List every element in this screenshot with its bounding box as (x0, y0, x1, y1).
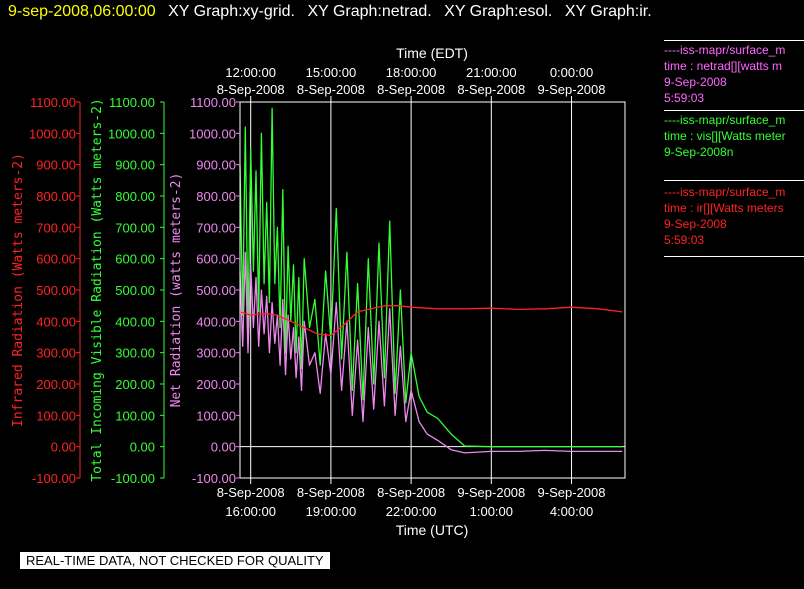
net-y-tick-label: 800.00 (196, 189, 236, 204)
net-y-tick-label: -100.00 (192, 471, 236, 486)
top-tick-label: 8-Sep-2008 (377, 82, 445, 97)
ir-y-tick-label: 300.00 (36, 346, 76, 361)
bottom-axis-title: Time (UTC) (396, 522, 469, 538)
legend-rule (664, 180, 804, 181)
vis-series-line (239, 107, 623, 448)
net-y-tick-label: 600.00 (196, 252, 236, 267)
ir-y-tick-label: 700.00 (36, 220, 76, 235)
net-y-tick-label: 700.00 (196, 220, 236, 235)
net-y-tick-label: 500.00 (196, 283, 236, 298)
legend-line: 5:59:03 (664, 233, 705, 247)
legend-line: 5:59:03 (664, 91, 705, 105)
ir-y-tick-label: 600.00 (36, 252, 76, 267)
graph-name-netrad: XY Graph:netrad. (307, 3, 432, 20)
graph-name-xy-grid: XY Graph:xy-grid. (168, 3, 295, 20)
vis-y-tick-label: 700.00 (115, 220, 155, 235)
legend-rule (664, 256, 804, 257)
legend-entry-ir: ----iss-mapr/surface_m time : ir[][Watts… (664, 184, 804, 248)
ir-series-line (239, 305, 623, 337)
net-y-tick-label: 1100.00 (190, 95, 236, 110)
vis-y-tick-label: 1100.00 (109, 95, 155, 110)
top-tick-label: 12:00:00 (225, 65, 276, 80)
legend-line: ----iss-mapr/surface_m (664, 113, 786, 127)
series-layer (239, 107, 623, 454)
net-y-tick-label: 300.00 (196, 346, 236, 361)
legend-rule (664, 40, 804, 41)
top-tick-label: 15:00:00 (306, 65, 357, 80)
graph-name-ir: XY Graph:ir. (564, 3, 652, 20)
legend-line: 9-Sep-2008n (664, 145, 734, 159)
top-tick-label: 8-Sep-2008 (217, 82, 285, 97)
top-tick-label: 8-Sep-2008 (457, 82, 525, 97)
quality-disclaimer: REAL-TIME DATA, NOT CHECKED FOR QUALITY (20, 552, 330, 569)
vis-y-tick-label: 400.00 (115, 314, 155, 329)
vis-y-tick-label: 0.00 (130, 440, 155, 455)
ir-y-tick-label: 800.00 (36, 189, 76, 204)
top-axis-title: Time (EDT) (396, 45, 468, 61)
bottom-tick-label: 9-Sep-2008 (457, 485, 525, 500)
net-axis-label: Net Radiation (watts meters-2) (169, 173, 184, 408)
ir-y-tick-label: 500.00 (36, 283, 76, 298)
ir-y-tick-label: 200.00 (36, 377, 76, 392)
ir-y-tick-label: -100.00 (32, 471, 76, 486)
bottom-tick-label: 9-Sep-2008 (538, 485, 606, 500)
axis-layer: 12:00:00 8-Sep-2008 8-Sep-2008 16:00:00 15:0… (29, 65, 606, 519)
top-tick-label: 18:00:00 (386, 65, 437, 80)
legend-entry-vis: ----iss-mapr/surface_m time : vis[][Watt… (664, 112, 804, 160)
top-tick-label: 21:00:00 (466, 65, 517, 80)
net-y-tick-label: 400.00 (196, 314, 236, 329)
net-y-tick-label: 0.00 (211, 440, 236, 455)
legend-line: ----iss-mapr/surface_m (664, 185, 786, 199)
ir-y-tick-label: 900.00 (36, 158, 76, 173)
bottom-tick-label: 19:00:00 (306, 504, 357, 519)
ir-y-tick-label: 400.00 (36, 314, 76, 329)
bottom-tick-label: 1:00:00 (470, 504, 513, 519)
legend-line: time : netrad[][watts m (664, 59, 783, 73)
bottom-tick-label: 8-Sep-2008 (297, 485, 365, 500)
bottom-tick-label: 4:00:00 (550, 504, 593, 519)
vis-y-tick-label: 200.00 (115, 377, 155, 392)
top-tick-label: 8-Sep-2008 (297, 82, 365, 97)
vis-y-tick-label: -100.00 (111, 471, 155, 486)
legend-line: time : vis[][Watts meter (664, 129, 786, 143)
vis-y-tick-label: 500.00 (115, 283, 155, 298)
header-timestamp: 9-sep-2008,06:00:00 (8, 3, 156, 20)
bottom-tick-label: 8-Sep-2008 (217, 485, 285, 500)
vis-y-tick-label: 900.00 (115, 158, 155, 173)
ir-y-tick-label: 1000.00 (29, 126, 76, 141)
net-y-tick-label: 900.00 (196, 158, 236, 173)
legend-entry-netrad: ----iss-mapr/surface_m time : netrad[][w… (664, 42, 804, 106)
ir-y-tick-label: 1100.00 (30, 95, 76, 110)
legend-line: 9-Sep-2008 (664, 75, 727, 89)
ir-axis-label: Infrared Radiation (Watts meters-2) (11, 153, 26, 427)
bottom-tick-label: 8-Sep-2008 (377, 485, 445, 500)
ir-y-tick-label: 0.00 (51, 440, 76, 455)
bottom-tick-label: 16:00:00 (225, 504, 276, 519)
top-tick-label: 0:00:00 (550, 65, 593, 80)
vis-y-tick-label: 1000.00 (108, 126, 155, 141)
bottom-tick-label: 22:00:00 (386, 504, 437, 519)
legend-rule (664, 110, 804, 111)
legend-line: 9-Sep-2008 (664, 217, 727, 231)
top-tick-label: 9-Sep-2008 (538, 82, 606, 97)
net-y-tick-label: 100.00 (196, 408, 236, 423)
net-series-line (239, 251, 623, 454)
vis-y-tick-label: 600.00 (115, 252, 155, 267)
ir-y-tick-label: 100.00 (36, 408, 76, 423)
graph-name-esol: XY Graph:esol. (444, 3, 553, 20)
vis-y-tick-label: 100.00 (115, 408, 155, 423)
legend-line: ----iss-mapr/surface_m (664, 43, 786, 57)
vis-y-tick-label: 800.00 (115, 189, 155, 204)
vis-axis-label: Total Incoming Visible Radiation (Watts … (90, 98, 105, 482)
net-y-tick-label: 1000.00 (189, 126, 236, 141)
vis-y-tick-label: 300.00 (115, 346, 155, 361)
legend-line: time : ir[][Watts meters (664, 201, 784, 215)
net-y-tick-label: 200.00 (196, 377, 236, 392)
header-bar: 9-sep-2008,06:00:00 XY Graph:xy-grid. XY… (8, 3, 652, 21)
